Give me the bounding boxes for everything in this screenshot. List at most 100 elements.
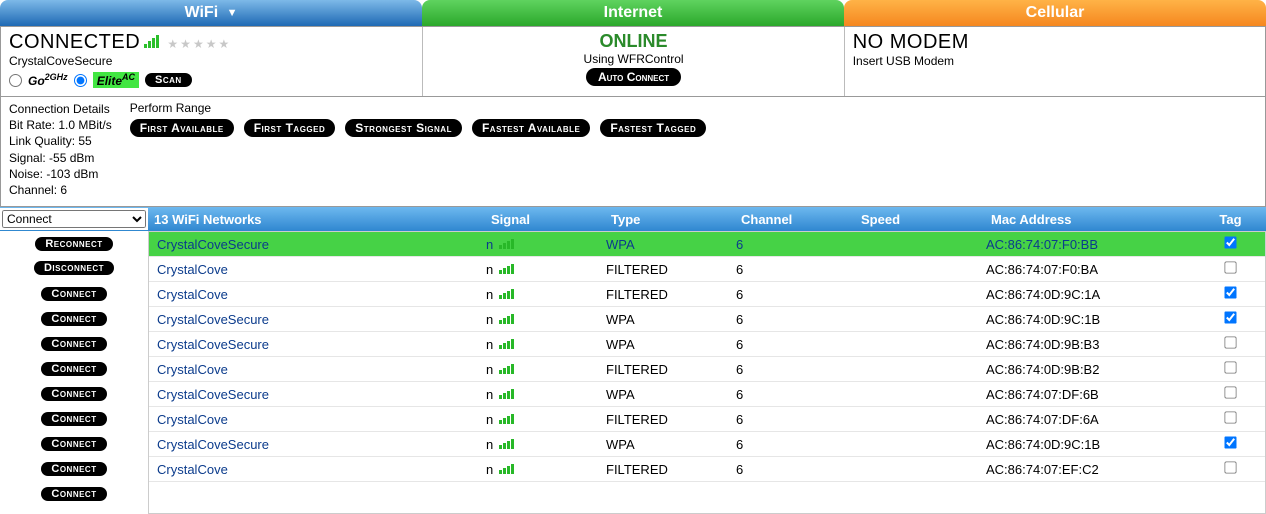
cell-signal: n xyxy=(486,362,606,377)
cell-name: CrystalCoveSecure xyxy=(149,437,486,452)
cell-tag xyxy=(1196,436,1265,452)
tag-checkbox[interactable] xyxy=(1224,361,1236,373)
tag-checkbox[interactable] xyxy=(1224,311,1236,323)
signal-bars-icon xyxy=(499,387,515,402)
signal-bars-icon xyxy=(499,237,515,252)
tag-checkbox[interactable] xyxy=(1224,236,1236,248)
cell-channel: 6 xyxy=(736,412,856,427)
radio-go-2ghz[interactable] xyxy=(9,74,22,87)
connection-details: Connection Details Bit Rate: 1.0 MBit/s … xyxy=(9,101,112,198)
table-row[interactable]: CrystalCovenFILTERED6AC:86:74:07:EF:C2 xyxy=(149,457,1265,482)
internet-panel: ONLINE Using WFRControl Auto Connect xyxy=(422,27,843,96)
details-signal: Signal: -55 dBm xyxy=(9,150,112,166)
details-link-quality: Link Quality: 55 xyxy=(9,133,112,149)
signal-bars-icon xyxy=(499,437,515,452)
cell-signal: n xyxy=(486,412,606,427)
tag-checkbox[interactable] xyxy=(1224,436,1236,448)
table-row[interactable]: CrystalCovenFILTERED6AC:86:74:0D:9B:B2 xyxy=(149,357,1265,382)
cell-mac: AC:86:74:0D:9B:B3 xyxy=(986,337,1196,352)
tag-checkbox[interactable] xyxy=(1224,411,1236,423)
cell-name: CrystalCove xyxy=(149,362,486,377)
col-name[interactable]: 13 WiFi Networks xyxy=(148,212,485,227)
tag-checkbox[interactable] xyxy=(1224,261,1236,273)
table-row[interactable]: CrystalCoveSecurenWPA6AC:86:74:07:F0:BB xyxy=(149,232,1265,257)
cell-type: WPA xyxy=(606,387,736,402)
signal-bars-icon xyxy=(499,287,515,302)
radio-elite-ac[interactable] xyxy=(74,74,87,87)
cell-tag xyxy=(1196,336,1265,352)
tag-checkbox[interactable] xyxy=(1224,286,1236,298)
table-row[interactable]: CrystalCovenFILTERED6AC:86:74:0D:9C:1A xyxy=(149,282,1265,307)
tab-cellular[interactable]: Cellular xyxy=(844,0,1266,26)
col-tag[interactable]: Tag xyxy=(1195,212,1266,227)
tag-checkbox[interactable] xyxy=(1224,386,1236,398)
col-channel[interactable]: Channel xyxy=(735,212,855,227)
tab-wifi[interactable]: WiFi ▼ xyxy=(0,0,422,26)
reconnect-button[interactable]: Reconnect xyxy=(35,237,112,251)
cell-tag xyxy=(1196,461,1265,477)
fastest-tagged-button[interactable]: Fastest Tagged xyxy=(600,119,706,137)
cell-signal: n xyxy=(486,437,606,452)
cell-type: FILTERED xyxy=(606,262,736,277)
first-available-button[interactable]: First Available xyxy=(130,119,234,137)
table-row[interactable]: CrystalCoveSecurenWPA6AC:86:74:0D:9C:1B xyxy=(149,307,1265,332)
cell-tag xyxy=(1196,311,1265,327)
cell-channel: 6 xyxy=(736,262,856,277)
col-mac[interactable]: Mac Address xyxy=(985,212,1195,227)
cell-name: CrystalCove xyxy=(149,412,486,427)
tag-checkbox[interactable] xyxy=(1224,336,1236,348)
strongest-signal-button[interactable]: Strongest Signal xyxy=(345,119,462,137)
cell-signal: n xyxy=(486,337,606,352)
tab-internet[interactable]: Internet xyxy=(422,0,844,26)
connect-button[interactable]: Connect xyxy=(41,462,106,476)
table-row[interactable]: CrystalCovenFILTERED6AC:86:74:07:F0:BA xyxy=(149,257,1265,282)
radio-elite-label: EliteAC xyxy=(93,72,139,88)
action-select[interactable]: Connect xyxy=(2,210,146,228)
cell-signal: n xyxy=(486,262,606,277)
rating-stars: ★★★★★ xyxy=(167,37,231,51)
cellular-status: NO MODEM xyxy=(853,31,1257,54)
table-row[interactable]: CrystalCoveSecurenWPA6AC:86:74:0D:9B:B3 xyxy=(149,332,1265,357)
cell-channel: 6 xyxy=(736,337,856,352)
cell-mac: AC:86:74:0D:9C:1B xyxy=(986,312,1196,327)
cell-name: CrystalCove xyxy=(149,462,486,477)
cell-type: WPA xyxy=(606,337,736,352)
cell-name: CrystalCove xyxy=(149,287,486,302)
scan-button[interactable]: Scan xyxy=(145,73,192,87)
cell-name: CrystalCoveSecure xyxy=(149,387,486,402)
cell-type: FILTERED xyxy=(606,462,736,477)
connect-button[interactable]: Connect xyxy=(41,312,106,326)
connect-button[interactable]: Connect xyxy=(41,387,106,401)
cell-channel: 6 xyxy=(736,237,856,252)
cell-type: WPA xyxy=(606,312,736,327)
signal-bars-icon xyxy=(499,312,515,327)
connect-button[interactable]: Connect xyxy=(41,337,106,351)
col-speed[interactable]: Speed xyxy=(855,212,985,227)
table-row[interactable]: CrystalCovenFILTERED6AC:86:74:07:DF:6A xyxy=(149,407,1265,432)
signal-bars-icon xyxy=(144,36,160,51)
table-row[interactable]: CrystalCoveSecurenWPA6AC:86:74:0D:9C:1B xyxy=(149,432,1265,457)
signal-bars-icon xyxy=(499,412,515,427)
first-tagged-button[interactable]: First Tagged xyxy=(244,119,336,137)
signal-bars-icon xyxy=(499,262,515,277)
col-signal[interactable]: Signal xyxy=(485,212,605,227)
connect-button[interactable]: Connect xyxy=(41,412,106,426)
col-type[interactable]: Type xyxy=(605,212,735,227)
cell-mac: AC:86:74:07:F0:BB xyxy=(986,237,1196,252)
cellular-panel: NO MODEM Insert USB Modem xyxy=(844,27,1265,96)
connect-button[interactable]: Connect xyxy=(41,487,106,501)
connect-button[interactable]: Connect xyxy=(41,362,106,376)
tag-checkbox[interactable] xyxy=(1224,461,1236,473)
cell-channel: 6 xyxy=(736,387,856,402)
disconnect-button[interactable]: Disconnect xyxy=(34,261,114,275)
connect-button[interactable]: Connect xyxy=(41,437,106,451)
table-row[interactable]: CrystalCoveSecurenWPA6AC:86:74:07:DF:6B xyxy=(149,382,1265,407)
auto-connect-button[interactable]: Auto Connect xyxy=(586,68,681,86)
fastest-available-button[interactable]: Fastest Available xyxy=(472,119,590,137)
cell-channel: 6 xyxy=(736,287,856,302)
connect-button[interactable]: Connect xyxy=(41,287,106,301)
cell-name: CrystalCoveSecure xyxy=(149,312,486,327)
cell-channel: 6 xyxy=(736,462,856,477)
networks-table-header: Connect 13 WiFi Networks Signal Type Cha… xyxy=(0,207,1266,231)
cell-type: FILTERED xyxy=(606,412,736,427)
